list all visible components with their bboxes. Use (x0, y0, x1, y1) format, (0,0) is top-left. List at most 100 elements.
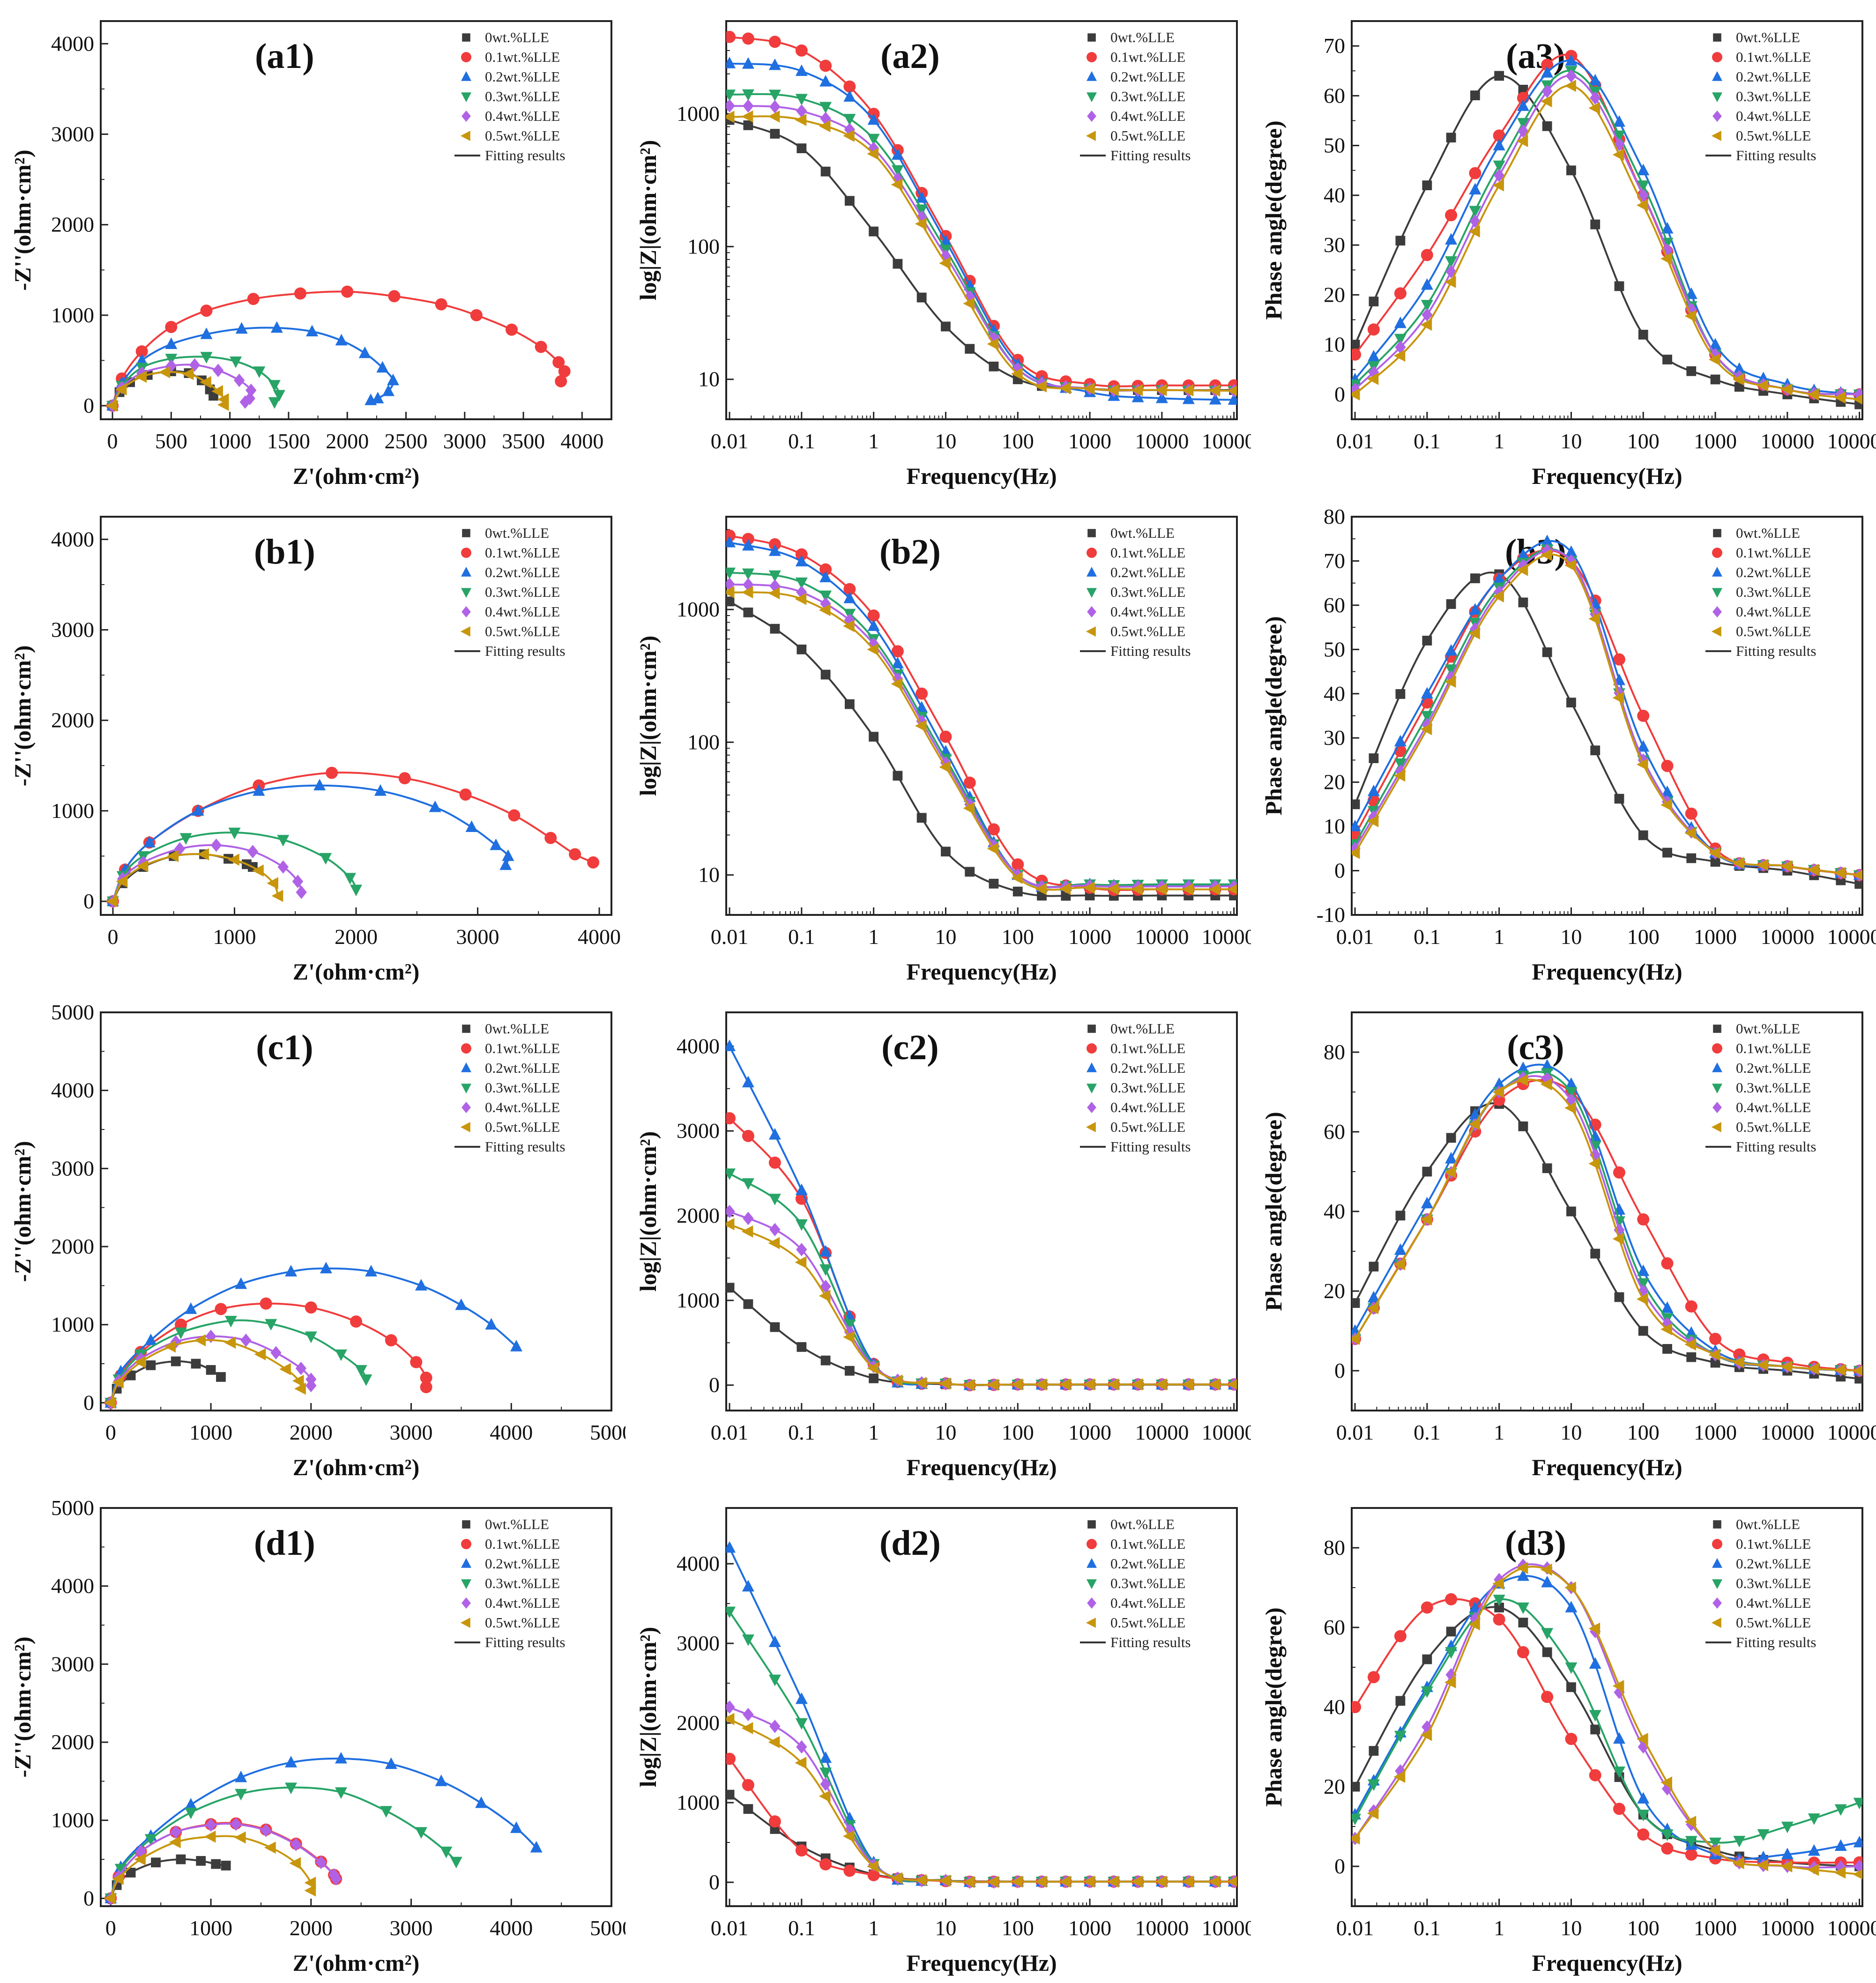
legend-label: 0wt.%LLE (485, 525, 549, 541)
legend-label: Fitting results (1736, 643, 1816, 659)
diamond-marker (1493, 169, 1505, 182)
y-tick-label: 3000 (51, 1652, 94, 1676)
triangle-down-marker (265, 1319, 277, 1331)
x-axis-label: Frequency(Hz) (1532, 958, 1682, 985)
triangle-up-marker (253, 784, 265, 796)
legend-label: 0.1wt.%LLE (1110, 1536, 1185, 1552)
square-marker (869, 1373, 879, 1383)
panel-title: (c1) (256, 1028, 313, 1067)
x-tick-label: 10000 (1135, 925, 1189, 949)
fit-line-4 (110, 1335, 313, 1404)
plot-frame (725, 20, 1238, 420)
circle-marker (326, 766, 338, 779)
triangle-up-marker (461, 566, 471, 577)
triangle-left-marker (1393, 769, 1406, 782)
triangle-up-marker (372, 392, 384, 403)
triangle-down-marker (1834, 1804, 1847, 1816)
triangle-down-marker (1712, 1579, 1722, 1589)
triangle-left-marker (1540, 1563, 1552, 1576)
x-tick-label: 1 (1494, 925, 1504, 949)
legend-label: 0.3wt.%LLE (1110, 584, 1185, 600)
y-tick-label: 4000 (677, 1034, 720, 1058)
triangle-up-marker (819, 571, 832, 582)
circle-marker (1352, 1701, 1362, 1713)
triangle-up-marker (1781, 1848, 1794, 1859)
triangle-down-marker (1087, 1579, 1097, 1589)
square-marker (462, 33, 470, 42)
y-tick-label: 3000 (51, 122, 94, 146)
square-marker (462, 1025, 470, 1033)
legend-label: 0.1wt.%LLE (1110, 49, 1185, 65)
triangle-down-marker (1445, 1647, 1458, 1659)
triangle-up-marker (1087, 566, 1097, 577)
circle-marker (1012, 858, 1024, 871)
triangle-down-marker (726, 1168, 736, 1180)
legend-label: Fitting results (1736, 147, 1816, 163)
triangle-left-marker (1155, 883, 1167, 896)
y-axis-label: -Z''(ohm·cm²) (9, 645, 36, 786)
circle-marker (1394, 1630, 1407, 1642)
fit-line-1 (110, 1302, 428, 1404)
triangle-up-marker (382, 384, 395, 396)
triangle-left-marker (267, 877, 278, 890)
y-tick-label: 0 (1334, 859, 1345, 883)
diamond-marker (270, 1346, 282, 1359)
triangle-up-marker (144, 1333, 157, 1345)
circle-marker (1712, 548, 1722, 558)
plot-frame (100, 1507, 612, 1907)
fit-line-4 (729, 1706, 1234, 1883)
triangle-up-marker (867, 619, 880, 631)
triangle-left-marker (112, 1872, 124, 1885)
y-tick-label: 2000 (51, 708, 94, 732)
y-axis-label: Phase angle(degree) (1260, 1607, 1287, 1806)
series-layer (726, 30, 1237, 405)
triangle-left-marker (1086, 1618, 1096, 1628)
circle-marker (200, 305, 213, 317)
triangle-left-marker (939, 257, 951, 269)
triangle-left-marker (891, 1872, 903, 1885)
triangle-up-marker (320, 1262, 332, 1274)
square-marker (1422, 636, 1432, 646)
circle-marker (1541, 59, 1554, 71)
x-tick-label: 100 (1627, 925, 1660, 949)
y-tick-label: 2000 (677, 1203, 720, 1227)
circle-marker (461, 1539, 471, 1549)
circle-marker (768, 1156, 781, 1169)
x-tick-label: 1 (1494, 1916, 1504, 1940)
triangle-up-marker (1421, 278, 1433, 290)
triangle-up-marker (1517, 99, 1529, 111)
x-tick-label: 10 (935, 1420, 956, 1444)
legend-label: 0.2wt.%LLE (485, 564, 560, 580)
triangle-left-marker (1393, 1258, 1406, 1270)
x-tick-label: 4000 (490, 1916, 533, 1940)
circle-marker (742, 1779, 754, 1791)
circle-marker (891, 645, 904, 658)
legend-label: 0.1wt.%LLE (485, 1040, 560, 1056)
diamond-marker (844, 613, 856, 627)
triangle-left-marker (1492, 1086, 1504, 1098)
square-marker (1638, 830, 1648, 840)
triangle-left-marker (1612, 1233, 1624, 1245)
x-tick-label: 10000 (1135, 429, 1189, 453)
triangle-left-marker (1107, 1378, 1119, 1391)
square-marker (893, 259, 903, 269)
square-marker (1590, 1248, 1601, 1259)
circle-marker (461, 1043, 471, 1054)
triangle-left-marker (1035, 1378, 1047, 1391)
triangle-down-marker (1637, 1278, 1650, 1290)
triangle-left-marker (1444, 275, 1456, 288)
triangle-left-marker (1492, 1577, 1504, 1590)
diamond-marker (1854, 1859, 1862, 1873)
square-marker (1494, 1603, 1504, 1612)
y-tick-label: 0 (1334, 382, 1345, 406)
square-marker (1087, 529, 1096, 537)
fit-line-5 (110, 1835, 313, 1899)
triangle-up-marker (768, 1128, 781, 1140)
square-marker (1087, 33, 1096, 42)
diamond-marker (210, 838, 222, 852)
square-marker (1518, 1618, 1528, 1628)
triangle-left-marker (279, 1363, 291, 1375)
